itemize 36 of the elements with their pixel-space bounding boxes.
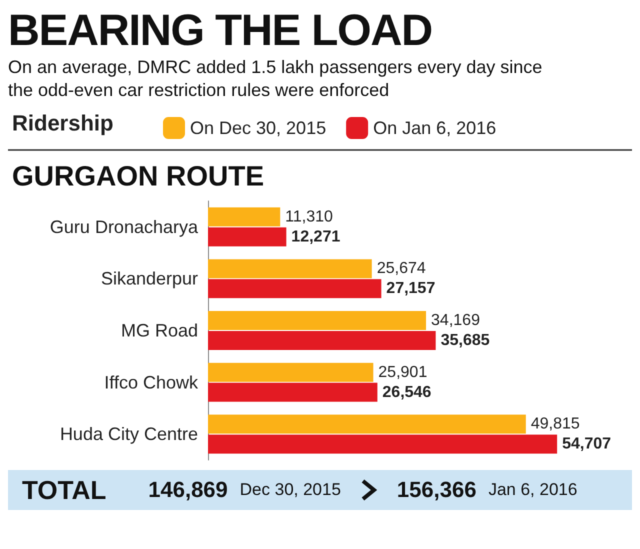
bar [208, 227, 286, 246]
data-label: 26,546 [382, 384, 432, 401]
bar [208, 414, 526, 434]
bar [208, 259, 372, 278]
bar [208, 382, 378, 402]
data-label: 12,271 [291, 228, 340, 246]
legend-label: On Jan 6, 2016 [373, 118, 496, 138]
y-tick-label: Iffco Chowk [104, 372, 199, 392]
chart-subtitle: On an average, DMRC added 1.5 lakh passengers every day since the odd-even car restriction rules were enforced [8, 56, 544, 102]
data-label: 49,815 [530, 416, 580, 433]
y-tick-label: Huda City Centre [60, 424, 198, 444]
text: 146,869 [148, 477, 228, 503]
data-label: 35,685 [440, 332, 490, 349]
bar [208, 330, 436, 350]
bar [208, 434, 558, 454]
y-tick-label: Guru Dronacharya [50, 216, 199, 237]
bar [208, 311, 426, 330]
text: Jan 6, 2016 [488, 480, 578, 500]
bar [208, 207, 280, 226]
text: 156,366 [396, 477, 476, 503]
y-tick-label: MG Road [120, 320, 198, 340]
y-tick-label: Sikanderpur [100, 268, 198, 289]
legend-title: Ridership [12, 110, 114, 136]
text: Dec 30, 2015 [240, 480, 341, 500]
data-label: 27,157 [386, 280, 436, 298]
chart-title: BEARING THE LOAD [8, 6, 433, 55]
data-label: 25,674 [376, 260, 426, 278]
legend-label: On Dec 30, 2015 [190, 118, 326, 138]
bar [208, 279, 382, 298]
text: GURGAON ROUTE [12, 160, 264, 192]
data-label: 54,707 [562, 436, 612, 453]
data-label: 25,901 [378, 364, 428, 381]
bar [208, 362, 374, 382]
data-label: 11,310 [285, 208, 334, 226]
text: TOTAL [22, 474, 106, 506]
data-label: 34,169 [431, 312, 480, 330]
